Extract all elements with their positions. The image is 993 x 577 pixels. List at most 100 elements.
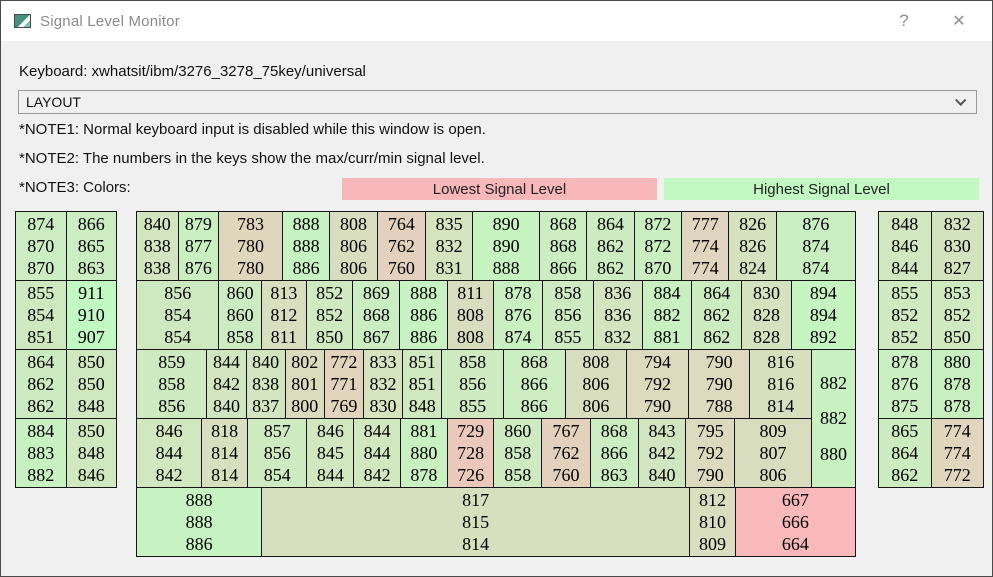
key-level-value: 868 <box>600 421 628 441</box>
key-level-value: 838 <box>252 374 280 394</box>
key: 836 836 832 <box>592 280 643 350</box>
key: 868 866 863 <box>589 418 639 488</box>
key-level-value: 840 <box>212 396 240 416</box>
key-level-value: 848 <box>891 214 919 234</box>
key: 888 888 886 <box>281 211 331 281</box>
layout-dropdown[interactable]: LAYOUT <box>18 90 977 114</box>
key-level-value: 808 <box>456 305 484 325</box>
key-level-value: 838 <box>143 258 171 278</box>
key-level-value: 888 <box>292 236 320 256</box>
key-level-value: 856 <box>263 443 291 463</box>
key-level-value: 852 <box>891 327 919 347</box>
key-level-value: 790 <box>705 374 733 394</box>
key-level-value: 774 <box>691 258 719 278</box>
key-level-value: 888 <box>185 512 213 532</box>
key-level-value: 862 <box>891 465 919 485</box>
key-level-value: 769 <box>330 396 358 416</box>
key-level-value: 664 <box>781 534 809 554</box>
key-level-value: 806 <box>759 465 787 485</box>
key-level-value: 862 <box>597 236 625 256</box>
key-level-value: 846 <box>316 421 344 441</box>
key-level-value: 860 <box>226 283 254 303</box>
key-level-value: 867 <box>362 327 390 347</box>
key: 858 856 855 <box>441 349 504 419</box>
key-level-value: 836 <box>604 305 632 325</box>
keyboard-path-label: Keyboard: xwhatsit/ibm/3276_3278_75key/u… <box>19 63 366 80</box>
key-level-value: 854 <box>263 465 291 485</box>
key-level-value: 870 <box>27 258 55 278</box>
key-level-value: 862 <box>27 396 55 416</box>
key-level-value: 832 <box>435 236 463 256</box>
key-level-value: 911 <box>78 283 105 303</box>
key-level-value: 883 <box>27 443 55 463</box>
key-level-value: 856 <box>554 305 582 325</box>
key-level-value: 866 <box>520 396 548 416</box>
key-level-value: 842 <box>648 443 676 463</box>
key: 840 838 838 <box>136 211 179 281</box>
key-level-value: 882 <box>820 408 847 428</box>
key-level-value: 866 <box>520 374 548 394</box>
key: 812 810 809 <box>689 487 736 557</box>
key-level-value: 838 <box>143 236 171 256</box>
key-level-value: 860 <box>504 421 532 441</box>
key: 729 728 726 <box>446 418 495 488</box>
left-key-block: 874 870 870 866 865 863 855 854 851 911 910 907 864 8… <box>15 211 117 488</box>
key-level-value: 857 <box>263 421 291 441</box>
key-row: 855 852 852 853 852 850 <box>878 280 984 350</box>
key-level-value: 872 <box>644 214 672 234</box>
key: 795 792 790 <box>685 418 736 488</box>
key-level-value: 788 <box>705 396 733 416</box>
key-level-value: 855 <box>891 283 919 303</box>
key-level-value: 892 <box>809 327 837 347</box>
key-level-value: 764 <box>387 214 415 234</box>
key-level-value: 809 <box>759 421 787 441</box>
key-level-value: 846 <box>891 236 919 256</box>
key: 856 854 854 <box>136 280 220 350</box>
key-level-value: 882 <box>653 305 681 325</box>
key: 860 858 858 <box>493 418 543 488</box>
key-level-value: 772 <box>330 352 358 372</box>
key-level-value: 886 <box>185 534 213 554</box>
key-level-value: 890 <box>492 214 520 234</box>
key-level-value: 854 <box>164 305 192 325</box>
key-level-value: 826 <box>739 214 767 234</box>
key-row: 856 854 854 860 860 858 813 812 811 852 852 850 869 8… <box>136 280 857 350</box>
key-level-value: 862 <box>597 258 625 278</box>
help-button[interactable]: ? <box>899 11 909 30</box>
key: 911 910 907 <box>65 280 117 350</box>
key-level-value: 842 <box>363 465 391 485</box>
key: 811 808 808 <box>446 280 494 350</box>
key-level-value: 844 <box>212 352 240 372</box>
key-level-value: 878 <box>943 374 971 394</box>
note1-text: *NOTE1: Normal keyboard input is disable… <box>19 121 486 138</box>
key: 816 816 814 <box>749 349 813 419</box>
key-level-value: 888 <box>410 283 438 303</box>
key-level-value: 777 <box>691 214 719 234</box>
close-button[interactable]: ✕ <box>952 13 966 30</box>
key: 884 882 881 <box>641 280 693 350</box>
key-level-value: 729 <box>457 421 485 441</box>
key-level-value: 850 <box>77 352 105 372</box>
key-row: 878 876 875 880 878 878 <box>878 349 984 419</box>
key-level-value: 780 <box>237 258 265 278</box>
key-level-value: 877 <box>184 236 212 256</box>
key-level-value: 840 <box>252 352 280 372</box>
key: 767 762 760 <box>541 418 591 488</box>
key-level-value: 816 <box>767 374 795 394</box>
key-level-value: 840 <box>143 214 171 234</box>
key: 876 874 874 <box>775 211 857 281</box>
key-level-value: 858 <box>226 327 254 347</box>
key-level-value: 868 <box>362 305 390 325</box>
key: 843 842 840 <box>637 418 687 488</box>
key: 878 876 874 <box>492 280 544 350</box>
key-level-value: 882 <box>820 372 847 393</box>
legend-lowest-label: Lowest Signal Level <box>432 180 567 198</box>
key-level-value: 667 <box>781 490 809 510</box>
key-level-value: 790 <box>643 396 671 416</box>
key-level-value: 874 <box>504 327 532 347</box>
key-level-value: 844 <box>363 421 391 441</box>
key-level-value: 832 <box>369 374 397 394</box>
key-level-value: 910 <box>77 305 105 325</box>
key-level-value: 831 <box>435 258 463 278</box>
key-level-value: 865 <box>77 236 105 256</box>
